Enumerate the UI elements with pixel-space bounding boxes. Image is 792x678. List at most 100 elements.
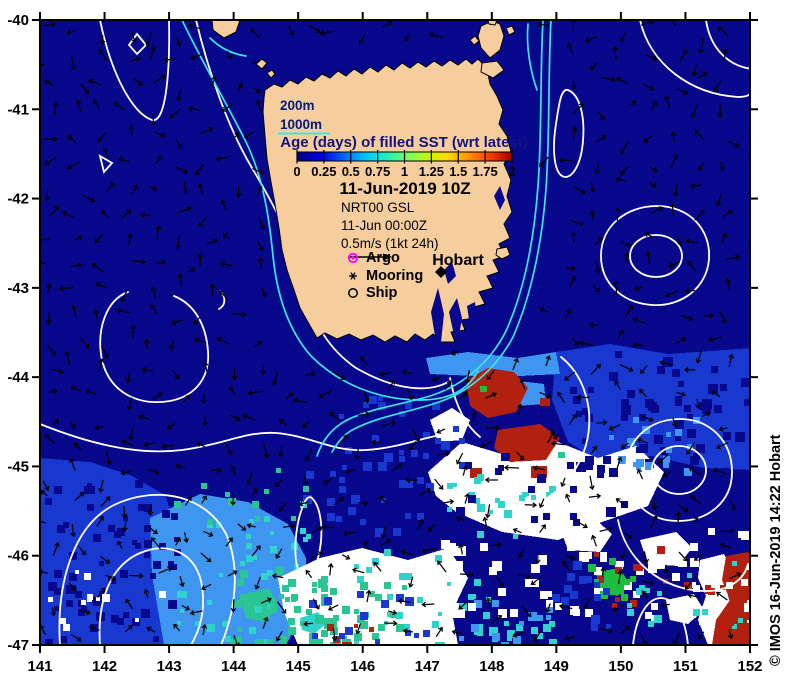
x-axis-label: 145 [286, 658, 311, 675]
sst-age-speck [657, 561, 665, 569]
current-arrow-icon [158, 566, 173, 574]
map-datetime: 11-Jun-2019 10Z [339, 179, 470, 198]
current-arrow-icon [679, 48, 688, 63]
sst-age-speck [741, 627, 747, 633]
current-arrow-icon [278, 419, 288, 426]
current-arrow-icon [617, 569, 624, 585]
sst-age-speck [507, 636, 512, 641]
current-arrow-icon [641, 590, 649, 598]
land-layer [211, 20, 516, 343]
sst-age-speck [405, 480, 413, 488]
sst-age-speck [570, 591, 578, 599]
current-arrow-icon [188, 23, 202, 30]
current-arrow-icon [417, 518, 424, 530]
sst-age-speck [615, 561, 623, 569]
current-arrow-icon [429, 32, 443, 39]
current-arrow-icon [643, 83, 655, 91]
current-arrow-icon [589, 182, 596, 193]
colorbar-tick-label: 0 [293, 164, 300, 179]
current-arrow-icon [387, 609, 398, 616]
current-arrow-icon [311, 551, 323, 558]
current-arrow-icon [698, 161, 705, 172]
sst-age-speck [474, 579, 481, 586]
current-arrow-icon [485, 597, 492, 608]
colorbar-tick-label: 2 [508, 164, 515, 179]
current-arrow-icon [143, 338, 150, 351]
sst-age-speck [303, 486, 309, 492]
current-arrow-icon [634, 285, 644, 292]
current-arrow-icon [70, 385, 82, 392]
sst-age-speck [309, 600, 317, 608]
sst-age-speck [255, 639, 264, 645]
current-arrow-icon [619, 364, 634, 373]
sst-age-speck [468, 495, 476, 503]
sst-age-speck [303, 495, 312, 504]
sst-age-speck [588, 387, 594, 393]
sst-age-speck [594, 567, 602, 575]
current-arrow-icon [237, 83, 243, 91]
sst-age-speck [270, 606, 277, 613]
sst-age-speck [315, 639, 323, 645]
current-arrow-icon [148, 185, 158, 192]
current-arrow-icon [67, 135, 77, 144]
current-arrow-icon [227, 570, 238, 577]
current-arrow-icon [695, 398, 701, 409]
current-arrow-icon [713, 80, 722, 93]
argo-marker-icon [347, 252, 359, 264]
current-arrow-icon [163, 57, 176, 63]
sst-age-speck [741, 579, 748, 586]
current-arrow-icon [70, 633, 82, 642]
colorbar-tick-label: 0.5 [342, 164, 360, 179]
current-arrow-icon [116, 540, 123, 549]
current-arrow-icon [341, 554, 351, 560]
current-arrow-icon [363, 540, 369, 550]
sst-age-speck [315, 615, 324, 624]
current-arrow-icon [200, 393, 207, 405]
current-arrow-icon [408, 440, 417, 450]
sst-age-speck [741, 531, 750, 540]
sst-age-speck [594, 579, 599, 584]
current-arrow-icon [68, 582, 77, 591]
sst-age-speck [666, 447, 672, 453]
current-arrow-icon [564, 554, 576, 561]
current-arrow-icon [521, 605, 532, 618]
sst-age-speck [627, 390, 635, 398]
current-arrow-icon [660, 602, 670, 609]
sst-age-speck [453, 561, 463, 571]
sst-age-speck [567, 573, 575, 581]
current-arrow-icon [677, 236, 683, 246]
current-arrow-icon [298, 500, 309, 507]
current-arrow-icon [719, 542, 732, 549]
current-arrow-icon [146, 626, 156, 633]
current-arrow-icon [230, 493, 236, 506]
current-arrow-icon [188, 105, 201, 112]
current-arrow-icon [594, 237, 604, 245]
sst-age-speck [66, 600, 73, 607]
current-arrow-icon [137, 414, 150, 420]
sst-age-speck [384, 549, 391, 556]
current-arrow-icon [331, 628, 338, 642]
sst-age-speck [747, 564, 750, 570]
current-arrow-icon [623, 251, 630, 263]
current-arrow-icon [564, 371, 576, 381]
sst-age-speck [624, 582, 632, 590]
sst-age-speck [555, 603, 562, 610]
colorbar-tick-label: 1.5 [449, 164, 467, 179]
sst-age-speck [585, 552, 592, 559]
current-arrow-icon [720, 528, 735, 534]
sst-age-speck [48, 582, 57, 591]
sst-age-speck [405, 402, 412, 409]
current-arrow-icon [616, 456, 623, 470]
current-arrow-icon [450, 350, 460, 356]
current-arrow-icon [105, 574, 116, 581]
sst-age-speck [459, 438, 465, 444]
sst-age-speck [57, 525, 65, 533]
current-arrow-icon [571, 126, 578, 141]
sst-age-speck [531, 579, 539, 587]
current-arrow-icon [621, 625, 631, 634]
sst-age-speck [60, 636, 67, 643]
current-arrow-icon [517, 403, 523, 416]
sst-age-speck [483, 612, 490, 619]
sst-age-speck [207, 600, 212, 605]
